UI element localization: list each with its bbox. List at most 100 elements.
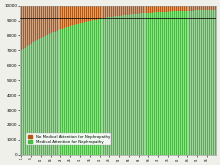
Bar bbox=[48, 6, 50, 34]
Bar bbox=[185, 11, 187, 155]
Bar bbox=[175, 11, 177, 155]
Bar bbox=[214, 10, 216, 155]
Bar bbox=[151, 6, 153, 13]
Bar bbox=[54, 6, 55, 32]
Bar bbox=[40, 6, 42, 38]
Bar bbox=[79, 6, 81, 23]
Bar bbox=[130, 6, 132, 14]
Bar bbox=[187, 6, 189, 11]
Bar bbox=[65, 6, 67, 27]
Bar bbox=[147, 6, 149, 13]
Bar bbox=[34, 41, 36, 155]
Bar bbox=[73, 6, 75, 25]
Bar bbox=[22, 49, 24, 155]
Bar bbox=[81, 23, 83, 155]
Bar bbox=[157, 12, 159, 155]
Bar bbox=[38, 39, 40, 155]
Bar bbox=[28, 6, 30, 45]
Bar bbox=[44, 6, 46, 36]
Bar bbox=[50, 6, 52, 33]
Bar bbox=[97, 19, 99, 155]
Bar bbox=[67, 6, 69, 27]
Bar bbox=[106, 6, 108, 17]
Bar bbox=[141, 13, 143, 155]
Bar bbox=[126, 15, 128, 155]
Bar bbox=[91, 6, 93, 20]
Bar bbox=[55, 6, 57, 31]
Bar bbox=[103, 18, 104, 155]
Bar bbox=[155, 6, 157, 12]
Bar bbox=[79, 23, 81, 155]
Bar bbox=[204, 10, 206, 155]
Bar bbox=[55, 31, 57, 155]
Bar bbox=[208, 6, 210, 10]
Bar bbox=[46, 6, 48, 35]
Bar bbox=[124, 6, 126, 15]
Bar bbox=[194, 10, 196, 155]
Bar bbox=[110, 17, 112, 155]
Bar bbox=[118, 6, 120, 16]
Bar bbox=[163, 12, 165, 155]
Bar bbox=[32, 6, 34, 42]
Bar bbox=[196, 10, 198, 155]
Bar bbox=[130, 14, 132, 155]
Bar bbox=[114, 6, 116, 16]
Bar bbox=[26, 6, 28, 46]
Bar bbox=[50, 33, 52, 155]
Bar bbox=[81, 6, 83, 23]
Bar bbox=[134, 14, 136, 155]
Bar bbox=[192, 11, 194, 155]
Bar bbox=[132, 14, 134, 155]
Bar bbox=[30, 6, 32, 44]
Bar bbox=[153, 12, 155, 155]
Bar bbox=[134, 6, 136, 14]
Bar bbox=[40, 38, 42, 155]
Bar bbox=[57, 6, 59, 30]
Bar bbox=[161, 12, 163, 155]
Bar bbox=[145, 6, 147, 13]
Bar bbox=[198, 6, 200, 10]
Bar bbox=[181, 6, 183, 11]
Bar bbox=[103, 6, 104, 18]
Bar bbox=[167, 6, 169, 12]
Bar bbox=[171, 11, 173, 155]
Bar bbox=[112, 16, 114, 155]
Bar bbox=[147, 13, 149, 155]
Bar bbox=[189, 11, 191, 155]
Bar bbox=[173, 11, 175, 155]
Bar bbox=[99, 19, 101, 155]
Bar bbox=[202, 6, 204, 10]
Bar bbox=[91, 20, 93, 155]
Bar bbox=[149, 6, 151, 13]
Bar bbox=[120, 16, 122, 155]
Bar bbox=[206, 6, 208, 10]
Bar bbox=[185, 6, 187, 11]
Bar bbox=[36, 40, 38, 155]
Bar bbox=[30, 44, 32, 155]
Bar bbox=[69, 26, 71, 155]
Bar bbox=[165, 6, 167, 12]
Bar bbox=[163, 6, 165, 12]
Bar bbox=[143, 13, 145, 155]
Bar bbox=[141, 6, 143, 13]
Bar bbox=[59, 29, 61, 155]
Bar bbox=[169, 6, 171, 12]
Bar bbox=[124, 15, 126, 155]
Bar bbox=[36, 6, 38, 40]
Bar bbox=[112, 6, 114, 16]
Bar bbox=[153, 6, 155, 12]
Bar bbox=[95, 6, 97, 19]
Bar bbox=[93, 20, 95, 155]
Bar bbox=[200, 10, 202, 155]
Bar bbox=[179, 11, 181, 155]
Bar bbox=[198, 10, 200, 155]
Bar bbox=[83, 6, 85, 22]
Bar bbox=[189, 6, 191, 11]
Bar bbox=[89, 21, 91, 155]
Bar bbox=[177, 11, 179, 155]
Bar bbox=[196, 6, 198, 10]
Bar bbox=[87, 6, 89, 21]
Bar bbox=[191, 11, 192, 155]
Bar bbox=[24, 48, 26, 155]
Bar bbox=[108, 17, 110, 155]
